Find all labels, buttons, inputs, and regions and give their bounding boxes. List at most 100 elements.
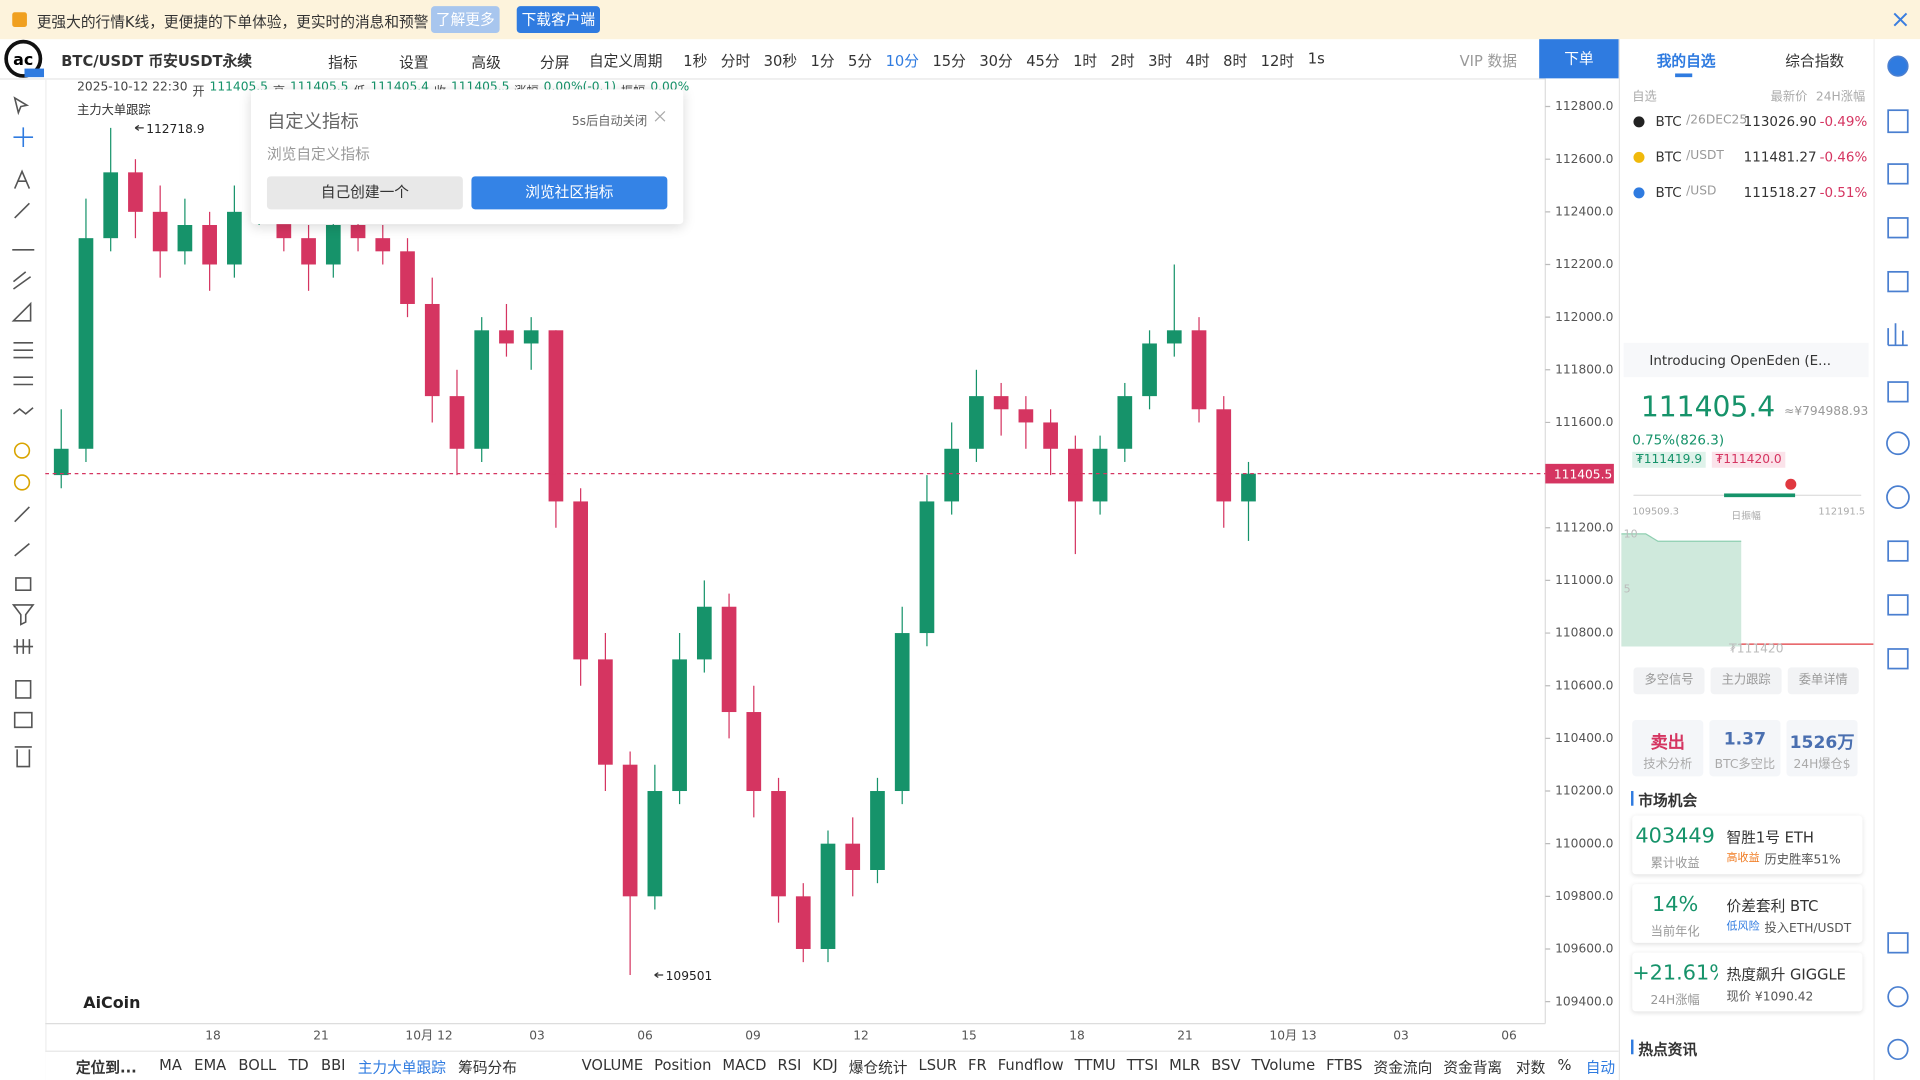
opportunity-card[interactable] [1632, 884, 1863, 943]
advanced-btn[interactable]: 高级 [471, 53, 501, 72]
indicator-tab[interactable]: 筹码分布 [458, 1059, 517, 1077]
indicator-tab[interactable]: MACD [722, 1056, 767, 1074]
period[interactable]: 2时 [1110, 52, 1135, 70]
main-indicators: MA EMA BOLL TD BBI 主力大单跟踪 筹码分布 [159, 1057, 517, 1078]
indicator-tab[interactable]: FR [968, 1056, 987, 1074]
card-value: +21.61% [1632, 961, 1718, 986]
indicator-tab[interactable]: MLR [1169, 1056, 1201, 1074]
custom-period[interactable]: 自定义周期 [588, 52, 663, 70]
candle-body [375, 238, 391, 252]
news[interactable]: Introducing OpenEden (E... [1649, 352, 1832, 369]
indicator-tab[interactable]: LSUR [918, 1056, 958, 1074]
interval[interactable]: 1s [1307, 50, 1325, 68]
card-title: 智胜1号 ETH [1726, 828, 1814, 847]
candle-body [944, 448, 960, 502]
symbol[interactable]: BTC [1655, 184, 1682, 201]
indicator-tab[interactable]: 主力大单跟踪 [357, 1059, 446, 1077]
period[interactable]: 1秒 [683, 52, 708, 70]
candle-body [993, 396, 1009, 410]
indicator-tab[interactable]: Position [654, 1056, 712, 1074]
coin-icon [1633, 151, 1645, 163]
bottom-bar [45, 1050, 1619, 1080]
indicator-tab[interactable]: FTBS [1326, 1056, 1363, 1074]
learn-more[interactable]: 了解更多 [431, 6, 500, 34]
period[interactable]: 4时 [1185, 52, 1210, 70]
split-btn[interactable]: 分屏 [540, 53, 570, 72]
y-tick-label: 112800.0 [1555, 99, 1613, 113]
vip-data[interactable]: VIP 数据 [1459, 52, 1517, 70]
period[interactable]: 12时 [1260, 52, 1295, 70]
settings-btn[interactable]: 设置 [399, 53, 429, 72]
signal-btn[interactable]: 多空信号 [1633, 667, 1705, 695]
signal-btn[interactable]: 委单详情 [1787, 667, 1859, 695]
symbol[interactable]: BTC [1655, 113, 1682, 130]
locate[interactable]: 定位到... [75, 1059, 137, 1077]
indicator-tab[interactable]: TTMU [1074, 1056, 1116, 1074]
col-change: 24H涨幅 [1815, 90, 1866, 105]
indicator-tab[interactable]: Fundflow [997, 1056, 1064, 1074]
candle-body [919, 501, 935, 634]
indicator-tab[interactable]: 爆仓统计 [848, 1059, 908, 1077]
symbol[interactable]: BTC [1655, 149, 1682, 166]
x-tick-label: 18 [1069, 1029, 1085, 1043]
card-desc: 历史胜率51% [1764, 853, 1841, 867]
browse-btn[interactable]: 浏览社区指标 [471, 176, 668, 210]
order-btn[interactable]: 下单 [1539, 39, 1619, 79]
x-tick-label: 12 [853, 1029, 869, 1043]
period[interactable]: 8时 [1223, 52, 1248, 70]
period[interactable]: 30分 [979, 52, 1013, 70]
tab-index[interactable]: 综合指数 [1785, 52, 1845, 70]
candle-body [523, 330, 539, 344]
period[interactable]: 1时 [1073, 52, 1098, 70]
period[interactable]: 分时 [720, 52, 751, 70]
range-fill [1724, 493, 1796, 498]
tool-icons [11, 96, 35, 768]
symbol[interactable]: BTC/USDT 币安USDT永续 [61, 52, 252, 70]
indicator-tab[interactable]: TTSI [1126, 1056, 1159, 1074]
y-tick-label: 109600.0 [1555, 942, 1613, 956]
stat-label: 24H爆仓$ [1793, 757, 1851, 772]
stat-box [1786, 720, 1858, 777]
pair[interactable]: /26DEC25 [1686, 113, 1748, 128]
marker-arrow [654, 972, 664, 979]
opportunity-card[interactable] [1632, 815, 1863, 875]
indicator-tab[interactable]: TD [288, 1056, 309, 1074]
period[interactable]: 3时 [1148, 52, 1173, 70]
indicator-tab[interactable]: BSV [1211, 1056, 1241, 1074]
tab-underline [1675, 73, 1693, 78]
x-tick-label: 21 [1177, 1029, 1193, 1043]
log-toggle[interactable]: 对数 [1515, 1059, 1546, 1077]
opportunity-card[interactable] [1632, 952, 1863, 1012]
indicators-btn[interactable]: 指标 [328, 53, 358, 72]
create-btn[interactable]: 自己创建一个 [266, 176, 463, 210]
auto-toggle[interactable]: 自动 [1585, 1059, 1616, 1077]
indicator-tab[interactable]: 资金流向 [1373, 1059, 1433, 1077]
signal-btn[interactable]: 主力跟踪 [1710, 667, 1782, 695]
period[interactable]: 15分 [932, 52, 966, 70]
close-banner[interactable] [1893, 12, 1908, 27]
x-tick-label: 15 [961, 1029, 977, 1043]
popup-close[interactable] [654, 110, 666, 122]
stat-box [1632, 720, 1704, 777]
indicator-tab[interactable]: TVolume [1251, 1056, 1316, 1074]
period[interactable]: 30秒 [763, 52, 798, 70]
candle-body [301, 238, 316, 265]
indicator-tab[interactable]: MA [159, 1056, 182, 1074]
indicator-tab[interactable]: RSI [777, 1056, 802, 1074]
period[interactable]: 1分 [810, 52, 835, 70]
percent-toggle[interactable]: % [1557, 1056, 1572, 1074]
indicator-tab[interactable]: KDJ [812, 1056, 838, 1074]
period[interactable]: 45分 [1026, 52, 1060, 70]
indicator-tab[interactable]: 资金背离 [1443, 1059, 1503, 1077]
indicator-tab[interactable]: EMA [194, 1056, 227, 1074]
download[interactable]: 下载客户端 [516, 6, 601, 34]
indicator-tab[interactable]: BBI [320, 1056, 346, 1074]
period[interactable]: 5分 [848, 52, 873, 70]
pair[interactable]: /USDT [1686, 149, 1724, 163]
period[interactable]: 10分 [885, 52, 919, 70]
pair[interactable]: /USD [1686, 184, 1717, 199]
indicator-tab[interactable]: BOLL [238, 1056, 277, 1074]
tab-watchlist[interactable]: 我的自选 [1656, 52, 1716, 70]
indicator-tab[interactable]: VOLUME [581, 1056, 644, 1074]
col-price: 最新价 [1770, 90, 1808, 105]
